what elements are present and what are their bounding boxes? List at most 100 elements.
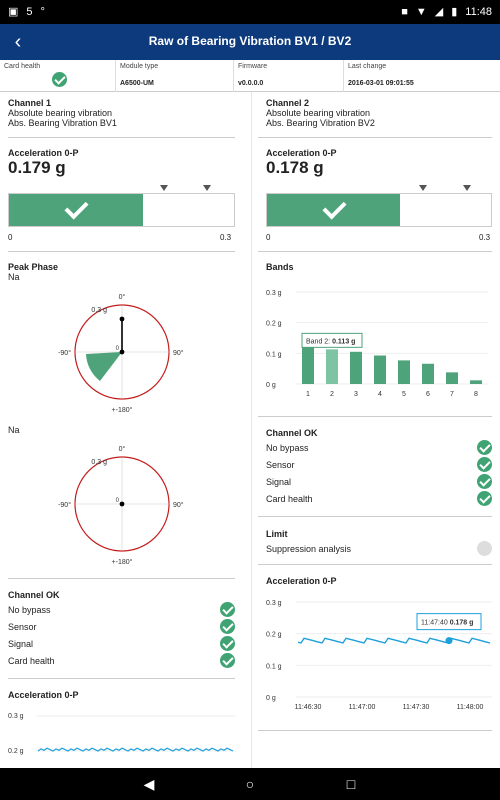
image-icon: ▣ <box>8 6 19 18</box>
bands-title: Bands <box>266 262 294 272</box>
last-change-value: 2016-03-01 09:01:55 <box>348 80 414 87</box>
divider <box>258 251 492 252</box>
app-bar: ‹ Raw of Bearing Vibration BV1 / BV2 <box>0 24 500 60</box>
acceleration-bar <box>8 193 235 227</box>
check-icon <box>477 457 492 472</box>
ok-label: No bypass <box>266 442 309 453</box>
bar-scale-min: 0 <box>266 233 271 242</box>
alarm-marker-icon <box>160 185 168 191</box>
ok-label: Sensor <box>8 621 37 632</box>
divider <box>8 251 235 252</box>
band-bar <box>422 363 434 384</box>
card-health-label: Card health <box>4 63 41 70</box>
channel-1-header: Channel 1 Absolute bearing vibration Abs… <box>8 98 235 128</box>
limit-label: Suppression analysis <box>266 543 352 554</box>
card-health-cell: Card health <box>0 60 116 92</box>
last-change-cell: Last change 2016-03-01 09:01:55 <box>344 60 500 92</box>
y-tick-label: 0.1 g <box>266 663 282 670</box>
pane-divider <box>251 92 252 768</box>
acceleration-value: 0.178 g <box>266 158 324 177</box>
channel-ok-title: Channel OK <box>266 428 318 438</box>
x-tick-label: 11:46:30 <box>295 704 322 711</box>
back-nav-icon[interactable]: ◀ <box>143 776 155 792</box>
limit-section: Limit Suppression analysis <box>266 529 492 557</box>
band-tooltip-text: Band 2: 0.113 g <box>306 338 355 345</box>
peak-phase-title: Peak Phase <box>8 262 59 272</box>
ok-row-signal: Signal <box>266 473 492 490</box>
divider <box>258 416 492 417</box>
acceleration-bar <box>266 193 492 227</box>
phase-vector-tip <box>119 316 125 322</box>
ok-label: Signal <box>8 638 34 649</box>
band-bar <box>350 351 362 384</box>
divider <box>258 516 492 517</box>
y-tick-label: 0.3 g <box>266 290 282 297</box>
home-nav-icon[interactable]: ○ <box>245 776 255 792</box>
divider <box>258 137 492 138</box>
channel-2-acceleration: Acceleration 0-P 0.178 g <box>266 148 492 178</box>
band-bar <box>446 372 458 384</box>
peak-phase-na: Na <box>8 425 20 435</box>
x-tick-label: 1 <box>306 391 310 398</box>
recents-nav-icon[interactable]: □ <box>346 776 356 792</box>
limit-title: Limit <box>266 529 288 539</box>
card-health-check-icon <box>52 72 67 87</box>
channel-ok-title: Channel OK <box>8 590 60 600</box>
channel-2-ok: Channel OK No bypass Sensor Signal Card … <box>266 428 492 507</box>
polar-center-dot <box>119 349 125 355</box>
polar-label-top: 0° <box>119 445 126 453</box>
trend-line <box>37 747 234 752</box>
firmware-label: Firmware <box>238 63 268 70</box>
alarm-marker-icon <box>419 185 427 191</box>
band-bar <box>470 380 482 384</box>
alarm-marker-icon <box>203 185 211 191</box>
band-bar <box>398 360 410 384</box>
channel-2-name: Abs. Bearing Vibration BV2 <box>266 118 375 128</box>
trend-line <box>297 637 491 644</box>
channel-2-header: Channel 2 Absolute bearing vibration Abs… <box>266 98 492 128</box>
band-bar <box>326 349 338 384</box>
x-tick-label: 11:47:30 <box>403 704 430 711</box>
status-bar: ▣ 5 ° ■ ▼ ◢ ▮ 11:48 <box>0 0 500 24</box>
x-tick-label: 8 <box>474 391 478 398</box>
bar-scale-min: 0 <box>8 233 13 242</box>
temperature-indicator: ° <box>40 5 45 18</box>
peak-phase-na: Na <box>8 272 20 282</box>
ok-row-sensor: Sensor <box>8 618 235 635</box>
module-info-bar: Card health Module type A6500-UM Firmwar… <box>0 60 500 92</box>
clock: 11:48 <box>465 5 492 18</box>
module-type-value: A6500-UM <box>120 80 154 87</box>
ok-label: No bypass <box>8 604 51 615</box>
trend-tooltip <box>416 613 482 631</box>
ok-row-bypass: No bypass <box>266 439 492 456</box>
peak-phase-2: Na <box>8 425 235 435</box>
polar-radius-label: 0.3 g <box>91 459 107 466</box>
last-change-label: Last change <box>348 63 387 70</box>
peak-phase-header: Peak Phase Na <box>8 262 235 282</box>
polar-label-left: -90° <box>58 501 71 509</box>
acc-trend-chart-1: 0.3 g 0.2 g <box>8 713 236 755</box>
check-icon <box>220 636 235 651</box>
ok-label: Card health <box>8 655 55 666</box>
channel-2-acc-trend: Acceleration 0-P <box>266 576 492 586</box>
y-tick-label: 0 g <box>266 695 276 702</box>
divider <box>8 678 235 679</box>
x-tick-label: 4 <box>378 391 382 398</box>
bands-header: Bands <box>266 262 492 272</box>
bar-scale-max: 0.3 <box>479 233 491 242</box>
ok-label: Sensor <box>266 459 295 470</box>
limit-row-suppression: Suppression analysis <box>266 540 492 557</box>
phase-sector <box>86 352 122 381</box>
y-tick-label: 0.2 g <box>266 321 282 328</box>
y-tick-label: 0.2 g <box>8 748 24 755</box>
check-icon <box>220 602 235 617</box>
notification-count: 5 <box>26 5 33 18</box>
ok-label: Card health <box>266 493 313 504</box>
x-tick-label: 11:48:00 <box>457 704 484 711</box>
acceleration-title: Acceleration 0-P <box>266 148 337 158</box>
system-nav-bar: ◀ ○ □ <box>0 768 500 800</box>
module-type-label: Module type <box>120 63 159 70</box>
back-arrow-icon[interactable]: ‹ <box>14 31 22 53</box>
polar-plot-2: 0° -90° 90° +-180° 0.3 g 0 <box>58 445 184 566</box>
polar-label-right: 90° <box>173 349 184 357</box>
